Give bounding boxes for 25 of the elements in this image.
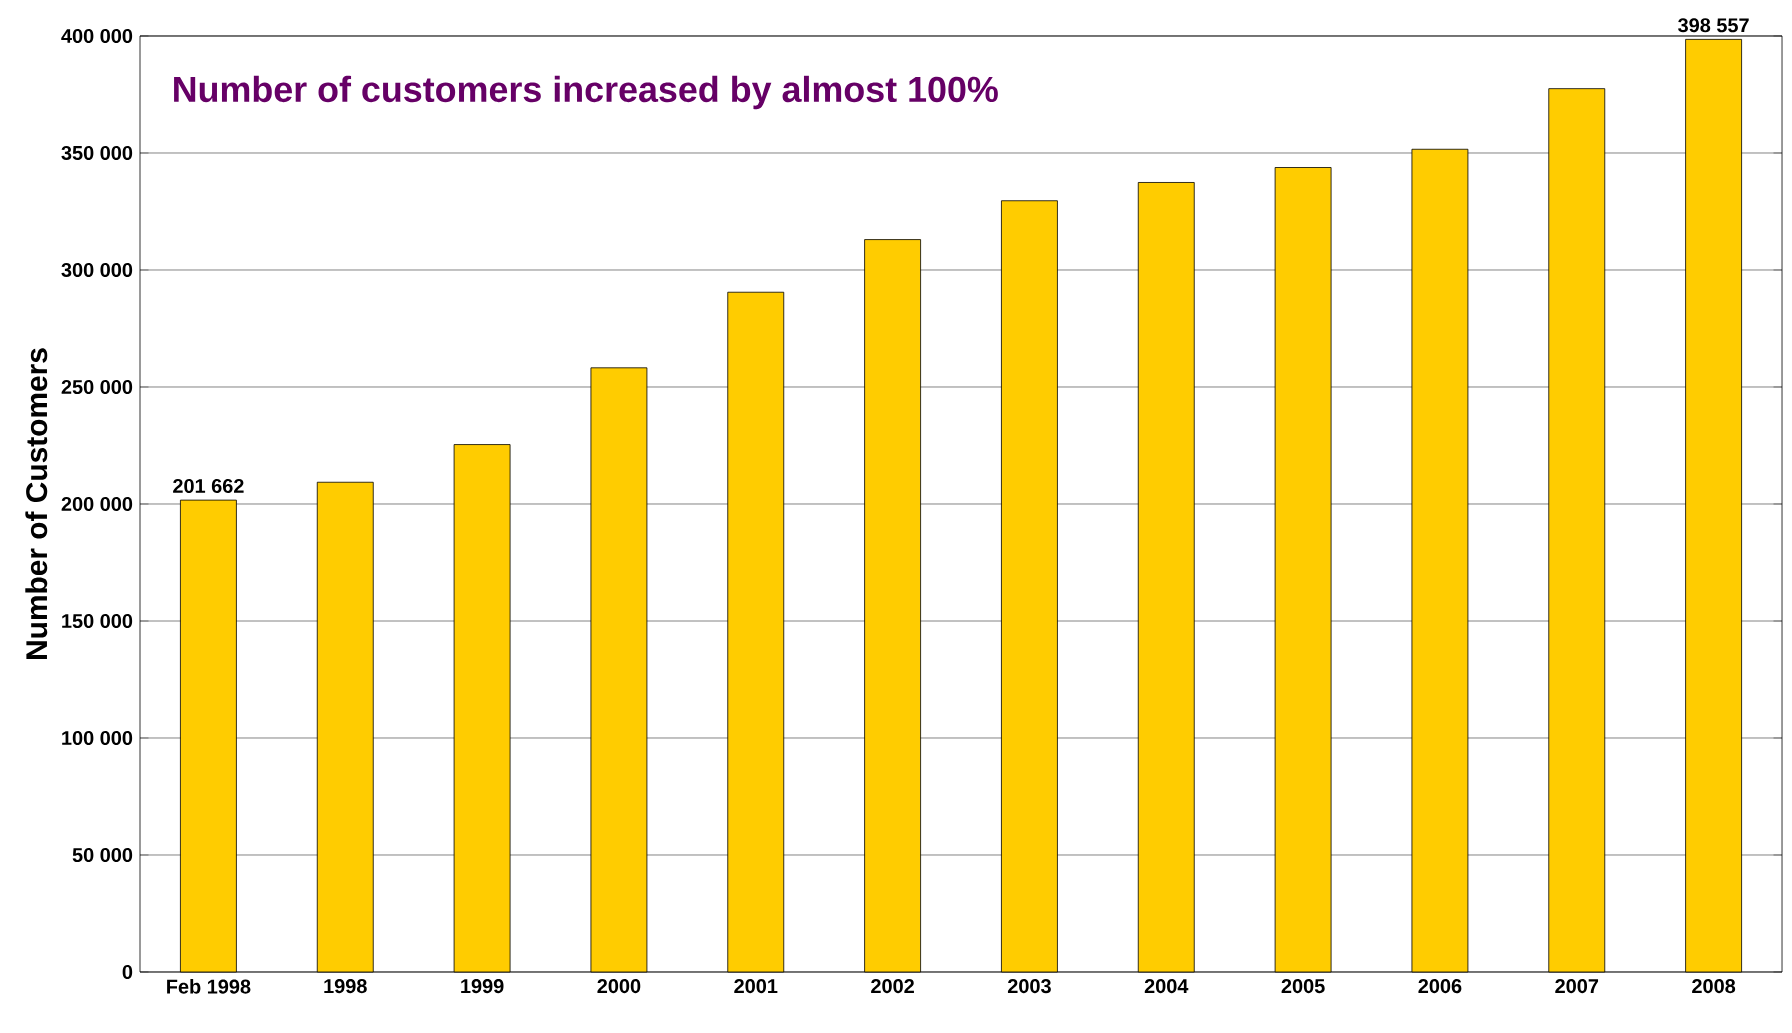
x-tick-label: 2008 — [1692, 979, 1736, 994]
y-tick-label: 100 000 — [62, 730, 133, 746]
x-tick-label: 2006 — [1418, 979, 1462, 994]
y-tick-label: 200 000 — [61, 496, 133, 512]
y-tick-label: 150 000 — [62, 613, 133, 629]
y-tick-label: 0 — [122, 964, 133, 980]
text: Number of customers increased by almost 100% — [174, 75, 998, 110]
y-tick-label: 50 000 — [72, 847, 133, 863]
x-tick-label: 2002 — [871, 979, 914, 994]
y-tick-label: 300 000 — [61, 262, 133, 278]
x-tick-label: 1999 — [461, 979, 504, 994]
y-axis-title: Number of Customers — [25, 348, 48, 659]
x-tick-label: 2003 — [1007, 979, 1051, 994]
x-tick-label: 2000 — [597, 979, 641, 994]
y-tick-label: 400 000 — [61, 28, 133, 44]
x-tick-label: 2001 — [734, 979, 778, 994]
data-label: 201 662 — [173, 478, 244, 494]
y-tick-label: 350 000 — [61, 145, 133, 161]
x-tick-label: 2005 — [1281, 979, 1325, 994]
data-label: 398 557 — [1678, 18, 1749, 33]
x-tick-label: 2004 — [1144, 979, 1189, 994]
y-tick-label: 250 000 — [61, 379, 133, 395]
x-tick-label: 1998 — [324, 979, 367, 994]
x-tick-label: 2007 — [1555, 979, 1599, 994]
x-tick-label: Feb 1998 — [167, 979, 251, 994]
